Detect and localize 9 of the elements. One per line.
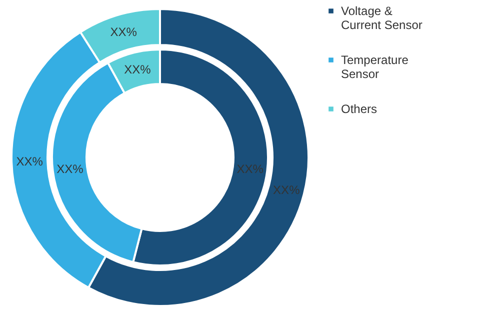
data-label: XX%: [56, 162, 84, 176]
legend-label: Voltage & Current Sensor: [341, 4, 422, 32]
data-label: XX%: [273, 182, 300, 197]
legend-label: Others: [341, 102, 378, 116]
legend-label: Temperature Sensor: [341, 53, 409, 81]
data-label: XX%: [16, 154, 44, 169]
data-label: XX%: [236, 162, 264, 176]
data-label: XX%: [110, 25, 138, 40]
data-label: XX%: [124, 62, 152, 77]
